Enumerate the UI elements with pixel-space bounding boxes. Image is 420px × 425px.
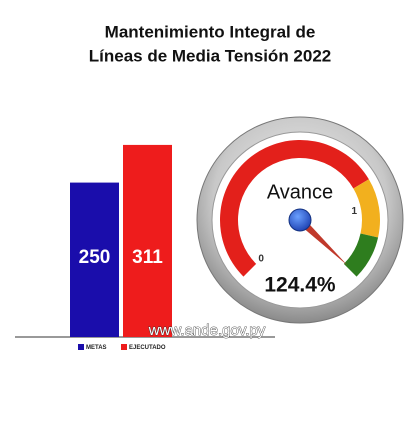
legend-label: METAS (86, 345, 107, 351)
gauge-band (353, 179, 380, 238)
chart-title: Mantenimiento Integral de (105, 22, 316, 41)
watermark: www.ande.gov.py (148, 322, 266, 339)
legend-label: EJECUTADO (129, 345, 166, 351)
gauge-tick-label: 1 (352, 206, 358, 217)
gauge-title: Avance (267, 181, 333, 203)
data-label: 311 (132, 247, 163, 268)
chart-subtitle: Líneas de Media Tensión 2022 (89, 46, 332, 65)
data-label: 250 (79, 247, 111, 268)
gauge-band (343, 233, 379, 277)
gauge-hub (288, 208, 312, 232)
gauge-needle (297, 217, 348, 266)
bar (70, 182, 119, 337)
gauge-value: 124.4% (264, 274, 336, 297)
bar (123, 144, 172, 337)
legend-swatch (121, 344, 127, 350)
legend-swatch (78, 344, 84, 350)
gauge-band (220, 140, 369, 277)
gauge-tick-label: 0 (258, 254, 264, 265)
